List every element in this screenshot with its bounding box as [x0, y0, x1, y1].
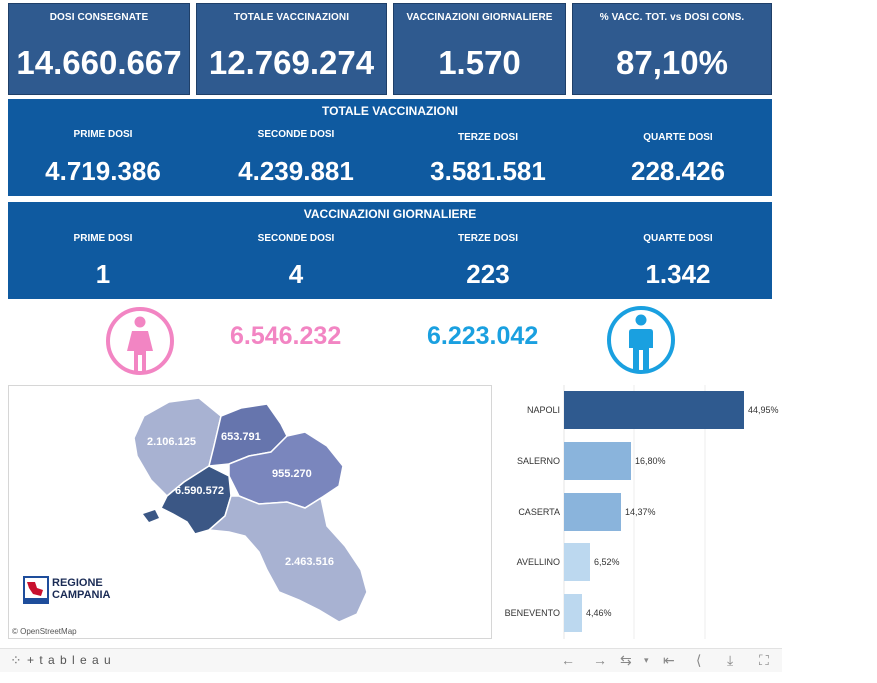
region-salerno	[207, 495, 368, 623]
bar-value-label: 6,52%	[594, 557, 620, 568]
kpi-label: % VACC. TOT. vs DOSI CONS.	[599, 12, 745, 23]
bar-value-label: 44,95%	[748, 405, 779, 415]
col-value: 1.342	[645, 259, 711, 289]
col-label: PRIME DOSI	[73, 233, 133, 244]
revert-dropdown-icon[interactable]: ▾	[644, 655, 649, 665]
bar-napoli[interactable]	[564, 391, 744, 429]
kpi-dosi-consegnate: DOSI CONSEGNATE 14.660.667	[8, 3, 190, 95]
panel-vaccinazioni-giornaliere: VACCINAZIONI GIORNALIERE PRIME DOSI 1 SE…	[8, 202, 772, 299]
col-value: 228.426	[631, 156, 725, 186]
bar-value-label: 14,37%	[625, 506, 656, 517]
bar-avellino[interactable]	[564, 543, 590, 582]
bar-value-label: 4,46%	[586, 608, 612, 619]
bar-category-label: CASERTA	[518, 506, 560, 517]
panel-title: VACCINAZIONI GIORNALIERE	[303, 207, 477, 221]
kpi-percent-vacc: % VACC. TOT. vs DOSI CONS. 87,10%	[572, 3, 772, 95]
map-label-avellino: 955.270	[272, 468, 312, 480]
col-label: TERZE DOSI	[457, 132, 518, 143]
col-value: 3.581.581	[430, 156, 546, 186]
bar-benevento[interactable]	[564, 594, 582, 633]
campania-emblem-icon	[23, 576, 49, 604]
col-terze-dosi: TERZE DOSI 3.581.581	[393, 132, 583, 187]
download-icon[interactable]: ⤓	[727, 652, 734, 668]
map-attribution[interactable]: © OpenStreetMap	[12, 627, 77, 636]
tableau-logo-icon: ⁘	[10, 652, 22, 668]
col-value: 4	[288, 259, 304, 289]
kpi-vaccinazioni-giornaliere: VACCINAZIONI GIORNALIERE 1.570	[393, 3, 566, 95]
col-label: SECONDE DOSI	[257, 233, 335, 244]
col-prime-dosi: PRIME DOSI 1	[8, 233, 198, 290]
bar-value-label: 16,80%	[635, 455, 666, 466]
col-value: 223	[466, 259, 510, 289]
col-value: 1	[95, 259, 111, 289]
island-ischia	[143, 510, 159, 522]
col-label: QUARTE DOSI	[643, 132, 713, 143]
kpi-value: 87,10%	[616, 44, 728, 81]
campania-map[interactable]: 2.106.125 653.791 955.270 6.590.572 2.46…	[8, 385, 492, 639]
kpi-value: 12.769.274	[208, 44, 375, 81]
col-quarte-dosi: QUARTE DOSI 228.426	[583, 132, 773, 187]
tableau-toolbar: ⁘ + t a b l e a u ← → ⇆ ▾ ⇤ ⟨ ⤓ ⛶	[0, 648, 782, 672]
col-terze-dosi: TERZE DOSI 223	[393, 233, 583, 290]
map-label-caserta: 2.106.125	[147, 436, 196, 448]
bar-category-label: SALERNO	[516, 455, 560, 466]
col-seconde-dosi: SECONDE DOSI 4	[201, 233, 391, 290]
bar-category-label: BENEVENTO	[504, 608, 560, 619]
kpi-totale-vaccinazioni: TOTALE VACCINAZIONI 12.769.274	[196, 3, 387, 95]
col-quarte-dosi: QUARTE DOSI 1.342	[583, 233, 773, 290]
tableau-brand[interactable]: + t a b l e a u	[27, 653, 112, 667]
map-label-salerno: 2.463.516	[285, 556, 334, 568]
col-prime-dosi: PRIME DOSI 4.719.386	[8, 129, 198, 187]
redo-icon[interactable]: →	[593, 652, 607, 668]
share-icon[interactable]: ⟨	[696, 652, 702, 668]
panel-totale-vaccinazioni: TOTALE VACCINAZIONI PRIME DOSI 4.719.386…	[8, 99, 772, 196]
bar-category-label: NAPOLI	[526, 405, 560, 415]
male-icon	[607, 306, 675, 374]
col-value: 4.719.386	[45, 156, 161, 186]
male-count: 6.223.042	[427, 322, 539, 350]
kpi-label: VACCINAZIONI GIORNALIERE	[406, 12, 553, 23]
kpi-value: 14.660.667	[16, 44, 182, 81]
kpi-label: TOTALE VACCINAZIONI	[233, 12, 350, 23]
female-icon	[106, 307, 174, 375]
bar-layer: NAPOLI 44,95% SALERNO 16,80% CASERTA 14,37% AV…	[500, 385, 779, 639]
map-label-napoli: 6.590.572	[175, 485, 224, 497]
logo-text-2: CAMPANIA	[52, 589, 111, 601]
col-value: 4.239.881	[238, 156, 354, 186]
col-label: PRIME DOSI	[73, 129, 133, 140]
map-label-benevento: 653.791	[221, 431, 261, 443]
col-seconde-dosi: SECONDE DOSI 4.239.881	[201, 129, 391, 187]
col-label: SECONDE DOSI	[257, 129, 335, 140]
undo-icon[interactable]: ←	[561, 652, 575, 668]
bar-salerno[interactable]	[564, 441, 631, 480]
female-count: 6.546.232	[230, 322, 342, 350]
bar-caserta[interactable]	[564, 492, 621, 531]
revert-icon[interactable]: ⇆	[620, 652, 632, 668]
panel-title: TOTALE VACCINAZIONI	[322, 104, 458, 118]
map-svg	[133, 397, 368, 623]
kpi-label: DOSI CONSEGNATE	[49, 12, 149, 23]
province-bar-chart: NAPOLI 44,95% SALERNO 16,80% CASERTA 14,37% AV…	[500, 385, 779, 639]
bar-category-label: AVELLINO	[516, 557, 560, 568]
pause-updates-icon[interactable]: ⇤	[663, 652, 675, 668]
col-label: QUARTE DOSI	[643, 233, 713, 244]
fullscreen-icon[interactable]: ⛶	[759, 652, 769, 668]
kpi-value: 1.570	[438, 44, 521, 81]
logo-text-1: REGIONE	[52, 577, 103, 589]
col-label: TERZE DOSI	[457, 233, 518, 244]
